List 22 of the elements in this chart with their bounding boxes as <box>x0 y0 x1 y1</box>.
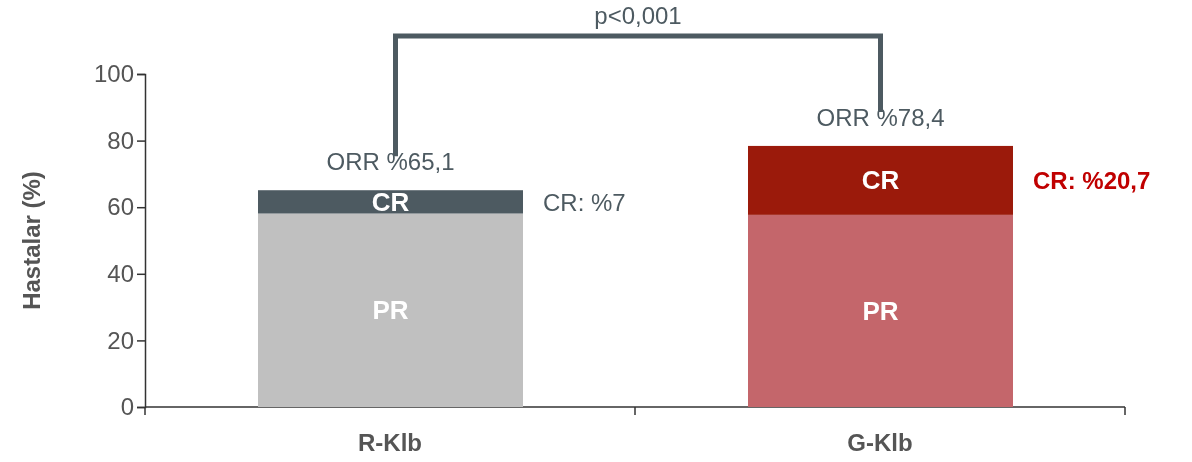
y-tick-label: 60 <box>107 193 134 221</box>
y-tick-label: 80 <box>107 126 134 154</box>
series-label: PR <box>862 295 899 326</box>
bar <box>258 190 523 214</box>
annotation: ORR %78,4 <box>816 103 945 131</box>
annotation: CR: %7 <box>543 188 626 216</box>
x-tick-label: R-Klb <box>358 429 422 456</box>
y-tick-label: 0 <box>120 393 134 421</box>
text: CR <box>861 165 900 196</box>
x-tick-label: G-Klb <box>847 429 913 456</box>
bar <box>258 213 523 407</box>
y-tick-label: 40 <box>107 259 134 287</box>
text: PR <box>372 295 409 326</box>
text: p<0,001 <box>594 2 682 29</box>
y-axis-title: Hastalar (%) <box>18 171 45 310</box>
annotation: ORR %65,1 <box>326 148 455 176</box>
y-tick-label: 20 <box>107 326 134 354</box>
annotation: CR: %20,7 <box>1033 167 1151 195</box>
y-tick-label: 100 <box>93 60 134 88</box>
bar <box>748 145 1013 215</box>
series-label: CR <box>371 186 410 217</box>
bar <box>748 214 1013 407</box>
